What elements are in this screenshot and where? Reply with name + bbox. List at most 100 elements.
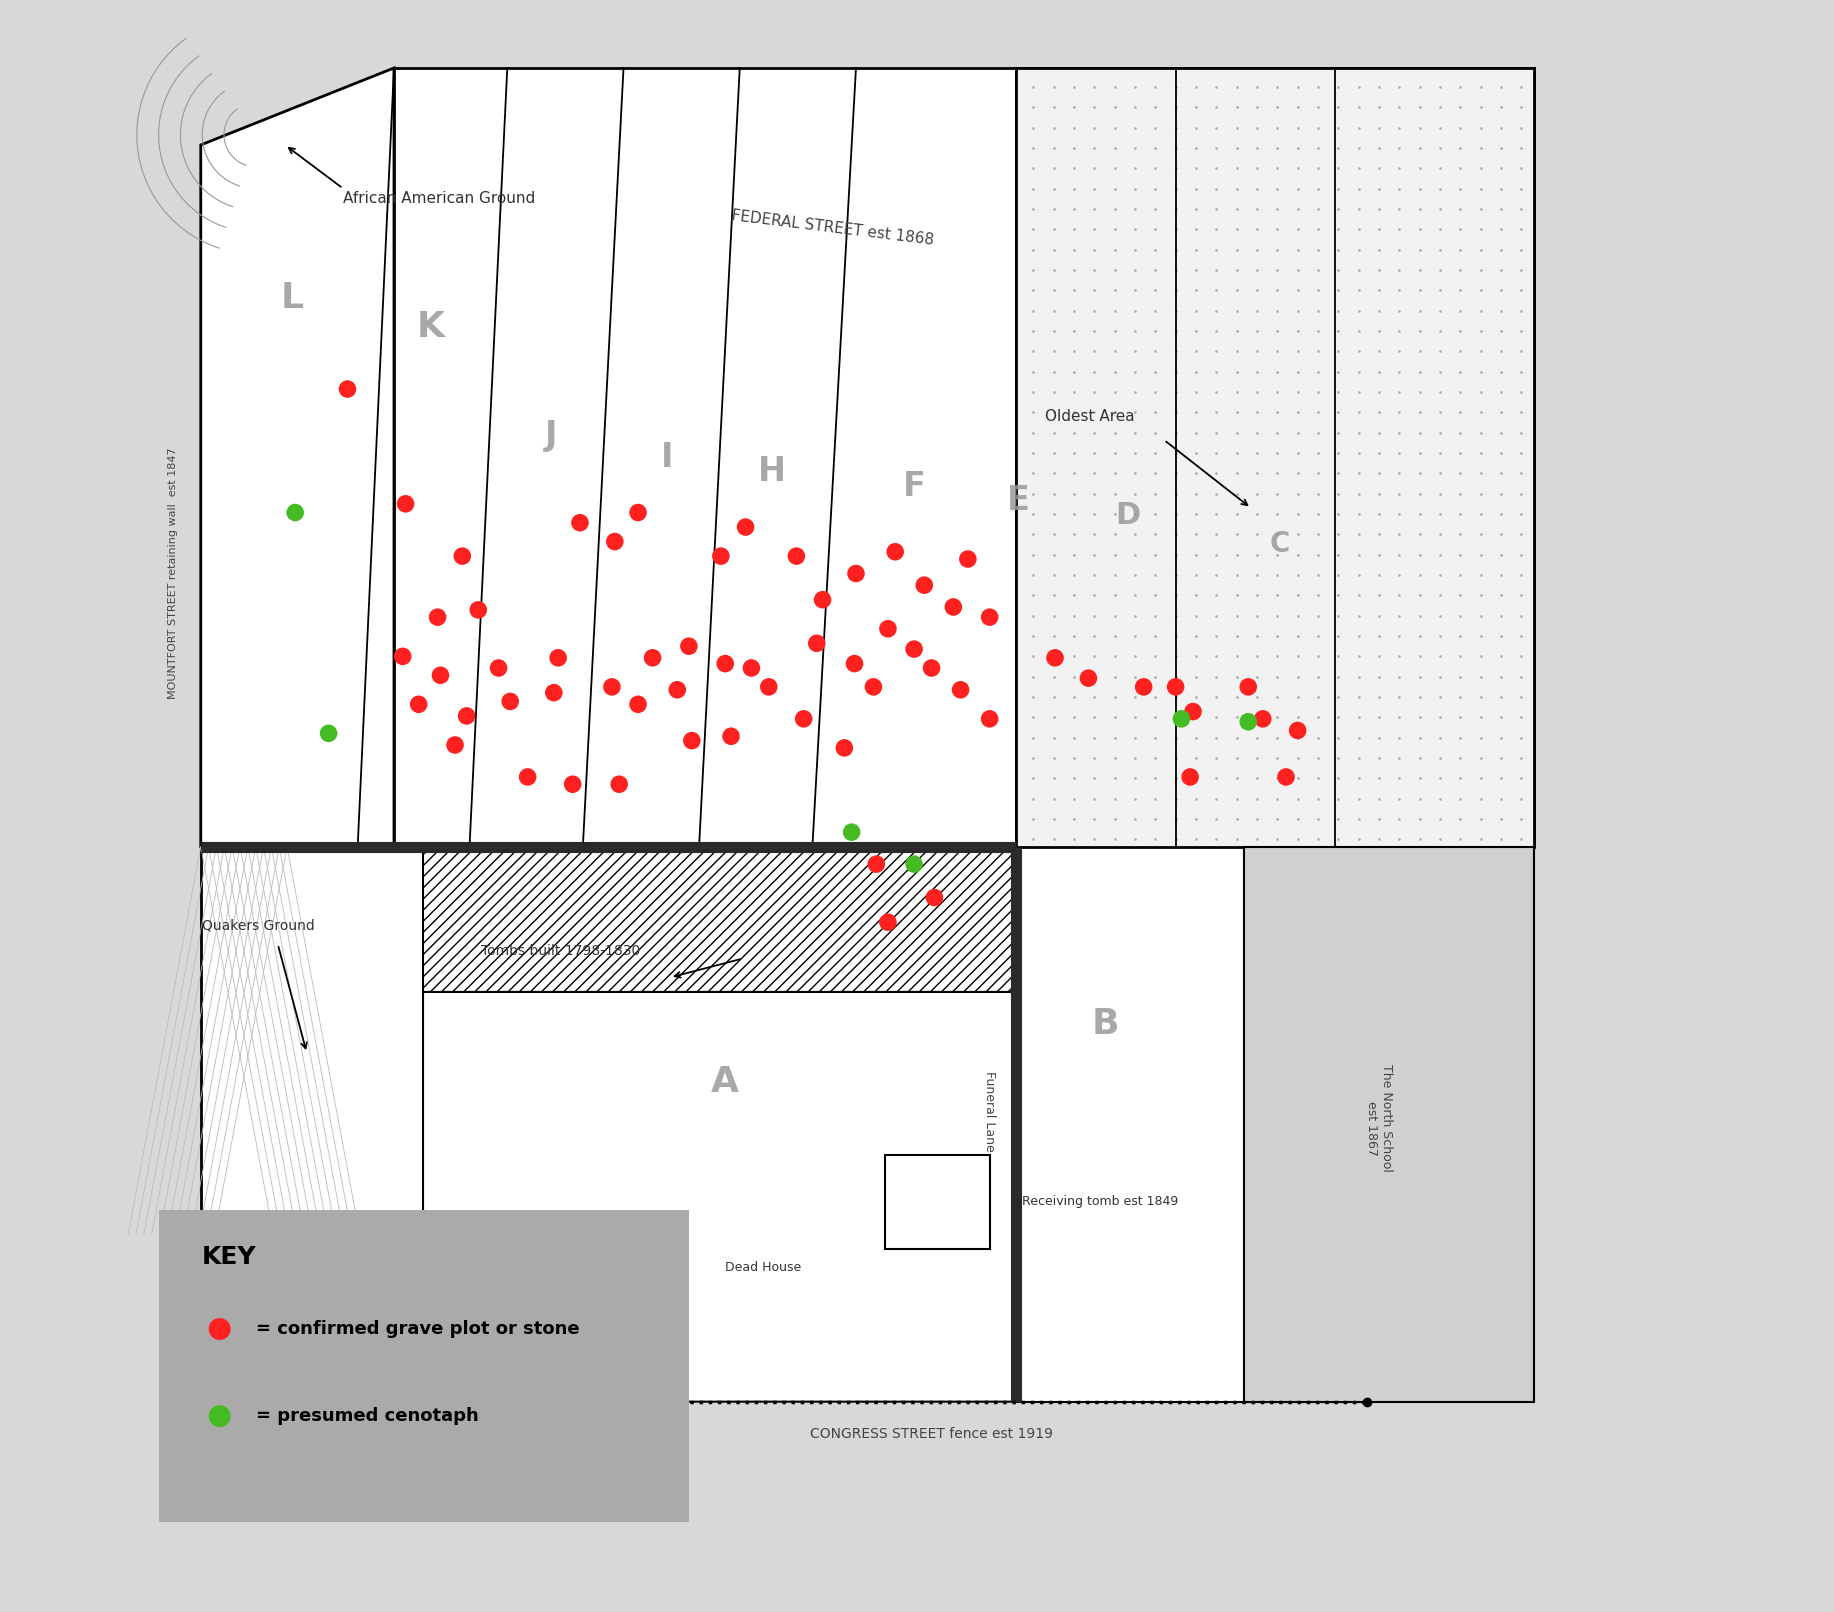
Text: FEDERAL STREET est 1868: FEDERAL STREET est 1868 xyxy=(730,208,935,248)
Point xyxy=(899,637,928,663)
Point xyxy=(1234,674,1264,700)
Text: MOUNTFORT STREET retaining wall  est 1847: MOUNTFORT STREET retaining wall est 1847 xyxy=(169,448,178,700)
Point xyxy=(801,630,831,656)
Point xyxy=(1249,706,1278,732)
Point xyxy=(809,587,838,613)
Point xyxy=(921,885,950,911)
Point xyxy=(389,643,418,669)
Point xyxy=(954,546,983,572)
Text: J: J xyxy=(545,419,558,451)
Point xyxy=(624,500,653,526)
Text: Quakers Ground: Quakers Ground xyxy=(202,919,315,932)
Point xyxy=(598,674,627,700)
Point xyxy=(840,651,869,677)
Polygon shape xyxy=(1016,68,1535,846)
Point xyxy=(314,721,343,746)
Point xyxy=(539,680,569,706)
Point xyxy=(514,764,543,790)
Point xyxy=(946,677,976,703)
Point xyxy=(1284,717,1313,743)
Point xyxy=(842,561,871,587)
Point xyxy=(677,727,706,753)
Point xyxy=(451,703,481,729)
Point xyxy=(205,1315,235,1341)
Point xyxy=(403,692,433,717)
Point xyxy=(1271,764,1300,790)
Text: Oldest Area: Oldest Area xyxy=(1045,409,1135,424)
Text: = confirmed grave plot or stone: = confirmed grave plot or stone xyxy=(257,1320,580,1338)
Point xyxy=(558,771,587,796)
Point xyxy=(873,909,902,935)
Point xyxy=(495,688,525,714)
Text: CONGRESS STREET fence est 1919: CONGRESS STREET fence est 1919 xyxy=(811,1427,1053,1441)
Point xyxy=(1166,706,1196,732)
Point xyxy=(624,692,653,717)
Point xyxy=(1234,709,1264,735)
Text: E: E xyxy=(1007,485,1031,517)
Point xyxy=(440,732,470,758)
Point xyxy=(862,851,891,877)
Text: KEY: KEY xyxy=(202,1244,257,1269)
Text: F: F xyxy=(902,469,926,503)
Polygon shape xyxy=(1016,846,1368,1402)
Point xyxy=(675,634,704,659)
Point xyxy=(205,1404,235,1430)
Point xyxy=(899,851,928,877)
Point xyxy=(781,543,811,569)
Text: The North School
     est 1867: The North School est 1867 xyxy=(1364,1064,1394,1172)
Point xyxy=(917,654,946,680)
Point xyxy=(976,706,1005,732)
Text: I: I xyxy=(660,440,673,474)
Text: C: C xyxy=(1269,530,1291,558)
Point xyxy=(1040,645,1069,671)
Point xyxy=(332,376,361,401)
Point xyxy=(464,596,493,622)
Point xyxy=(1176,764,1205,790)
Text: A: A xyxy=(712,1066,739,1099)
Text: H: H xyxy=(757,455,785,488)
Point xyxy=(484,654,514,680)
Point xyxy=(543,645,572,671)
Point xyxy=(447,543,477,569)
Point xyxy=(662,677,691,703)
Bar xyxy=(1243,846,1535,1402)
Text: L: L xyxy=(281,280,304,314)
Point xyxy=(910,572,939,598)
Point xyxy=(1130,674,1159,700)
Polygon shape xyxy=(394,68,1535,846)
Point xyxy=(638,645,668,671)
Point xyxy=(424,604,453,630)
Text: Funeral Lane: Funeral Lane xyxy=(983,1070,996,1151)
Point xyxy=(706,543,735,569)
Point xyxy=(754,674,783,700)
Text: K: K xyxy=(416,310,444,343)
Text: African American Ground: African American Ground xyxy=(343,192,536,206)
Polygon shape xyxy=(200,68,394,846)
Point xyxy=(565,509,594,535)
Point xyxy=(880,538,910,564)
Text: = presumed cenotaph: = presumed cenotaph xyxy=(257,1407,479,1425)
Point xyxy=(789,706,818,732)
Point xyxy=(710,651,739,677)
Point xyxy=(425,663,455,688)
Point xyxy=(1073,666,1102,692)
Point xyxy=(976,604,1005,630)
Text: D: D xyxy=(1115,501,1141,530)
Text: Tombs built 1798-1830: Tombs built 1798-1830 xyxy=(481,945,640,958)
Point xyxy=(281,500,310,526)
Point xyxy=(829,735,858,761)
Point xyxy=(605,771,635,796)
Point xyxy=(1179,698,1209,724)
Point xyxy=(732,514,761,540)
Polygon shape xyxy=(200,846,424,1235)
Point xyxy=(737,654,767,680)
Bar xyxy=(886,1154,990,1249)
Bar xyxy=(158,1211,690,1522)
Text: Dead House: Dead House xyxy=(724,1262,801,1275)
Text: B: B xyxy=(1091,1008,1119,1041)
Point xyxy=(391,492,420,517)
Point xyxy=(836,819,866,845)
Point xyxy=(717,724,746,750)
Point xyxy=(600,529,629,555)
Text: Receiving tomb est 1849: Receiving tomb est 1849 xyxy=(1022,1194,1177,1207)
